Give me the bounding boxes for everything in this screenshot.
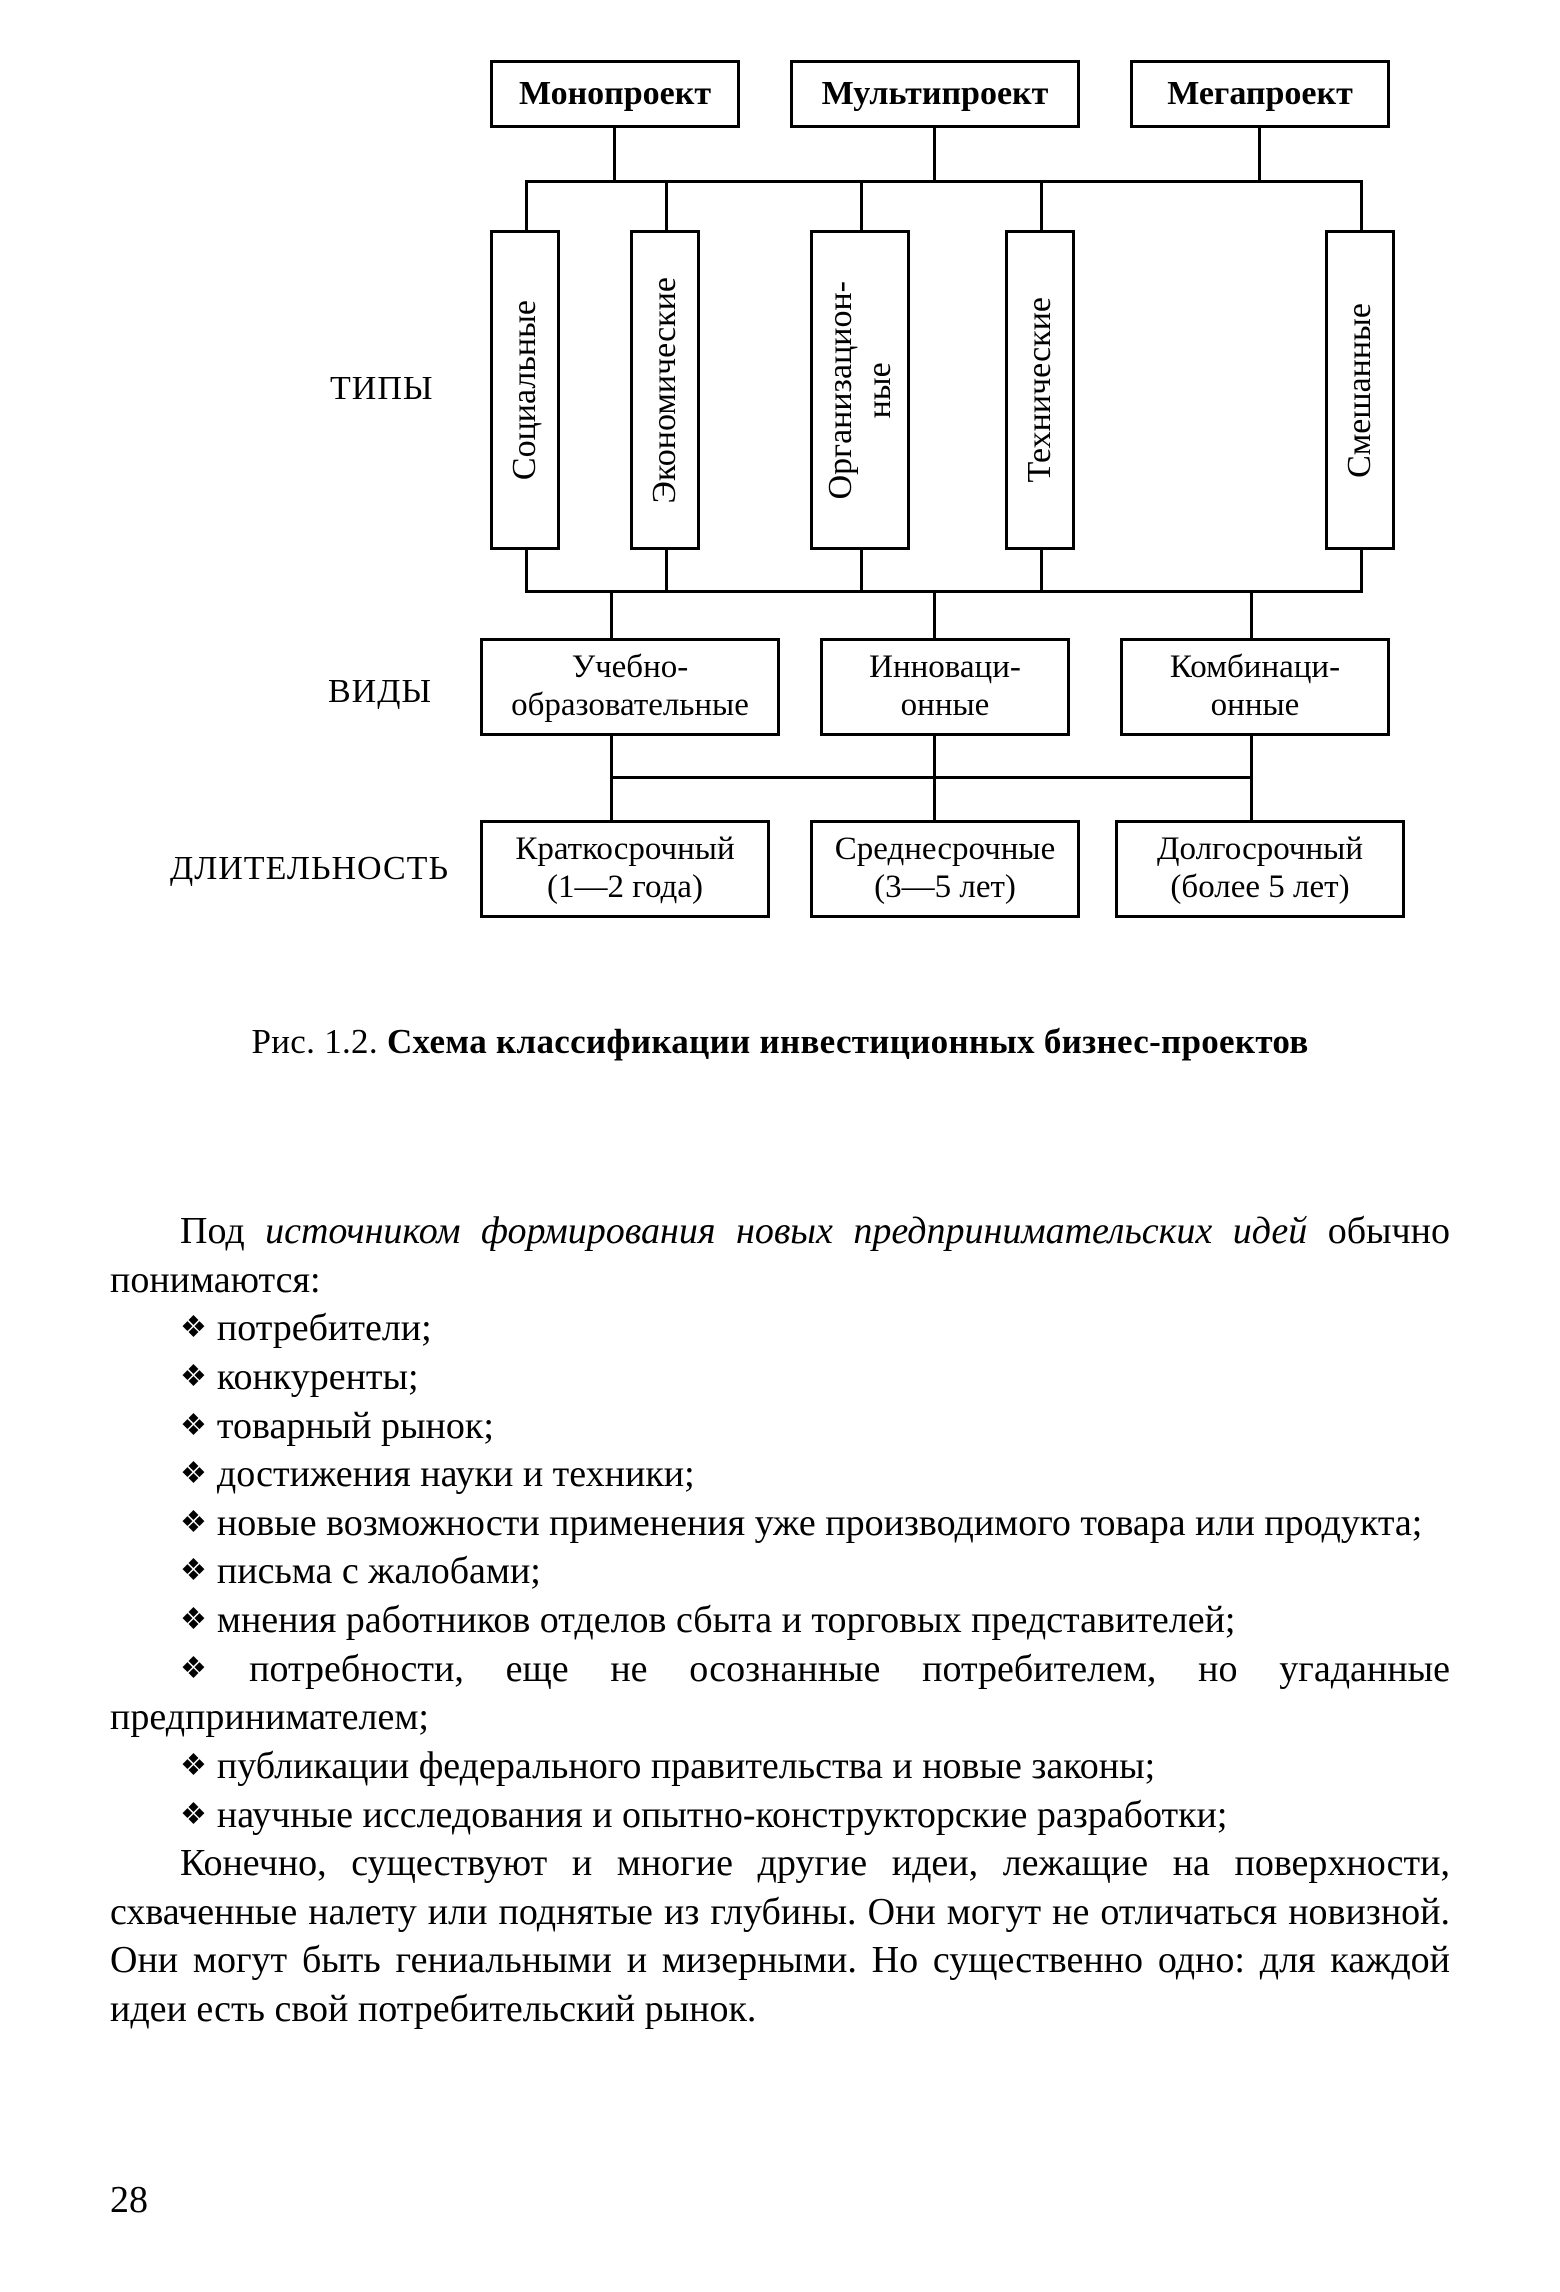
bullet-text: достижения науки и техники;	[217, 1453, 695, 1495]
intro-italic: источником формирования новых предприним…	[265, 1210, 1307, 1252]
box-social: Социальные	[490, 230, 560, 550]
bullet-item: ❖ достижения науки и техники;	[110, 1450, 1450, 1499]
bullet-text: письма с жалобами;	[217, 1550, 541, 1592]
closing-paragraph: Конечно, существуют и многие другие идеи…	[110, 1839, 1450, 2034]
intro-paragraph: Под источником формирования новых предпр…	[110, 1207, 1450, 1304]
box-technical: Технические	[1005, 230, 1075, 550]
bullet-text: конкуренты;	[217, 1356, 419, 1398]
connector	[933, 736, 936, 776]
bullet-text: мнения работников отделов сбыта и торгов…	[217, 1599, 1236, 1641]
diamond-bullet-icon: ❖	[180, 1798, 207, 1831]
connector	[1360, 550, 1363, 590]
connector	[860, 180, 863, 230]
box-medium-term: Среднесрочные (3—5 лет)	[810, 820, 1080, 918]
connector	[610, 590, 613, 638]
intro-lead: Под	[180, 1210, 265, 1252]
label-long-term: Долгосрочный (более 5 лет)	[1157, 831, 1363, 907]
label-short-term: Краткосрочный (1—2 года)	[515, 831, 734, 907]
connector	[525, 180, 1363, 183]
connector	[525, 550, 528, 590]
classification-diagram: ТИПЫ ВИДЫ ДЛИТЕЛЬНОСТЬ Монопроект Мульти…	[110, 60, 1450, 970]
box-mixed: Смешанные	[1325, 230, 1395, 550]
body-text: Под источником формирования новых предпр…	[110, 1207, 1450, 2034]
bullet-item: ❖ потребители;	[110, 1304, 1450, 1353]
page: ТИПЫ ВИДЫ ДЛИТЕЛЬНОСТЬ Монопроект Мульти…	[0, 0, 1560, 2292]
diamond-bullet-icon: ❖	[180, 1311, 207, 1344]
diamond-bullet-icon: ❖	[180, 1360, 207, 1393]
connector	[525, 590, 1363, 593]
row-label-duration: ДЛИТЕЛЬНОСТЬ	[170, 850, 449, 888]
row-label-types: ТИПЫ	[330, 370, 434, 408]
connector	[1250, 590, 1253, 638]
bullet-text: потребители;	[217, 1307, 432, 1349]
bullet-text: публикации федерального правительства и …	[217, 1745, 1155, 1787]
diamond-bullet-icon: ❖	[180, 1603, 207, 1636]
connector	[933, 590, 936, 638]
label-megaproject: Мегапроект	[1167, 74, 1353, 113]
connector	[860, 550, 863, 590]
bullet-item: ❖ письма с жалобами;	[110, 1547, 1450, 1596]
connector	[933, 128, 936, 180]
label-technical: Технические	[1020, 297, 1059, 482]
bullet-item: ❖ товарный рынок;	[110, 1402, 1450, 1451]
label-combination: Комбинаци- онные	[1170, 649, 1340, 725]
bullet-item: ❖ публикации федерального правительства и…	[110, 1742, 1450, 1791]
connector	[1250, 736, 1253, 776]
caption-prefix: Рис. 1.2.	[251, 1022, 386, 1061]
connector	[1040, 550, 1043, 590]
connector	[1250, 776, 1253, 820]
box-monoproject: Монопроект	[490, 60, 740, 128]
label-social: Социальные	[505, 300, 544, 480]
box-combination: Комбинаци- онные	[1120, 638, 1390, 736]
label-innovation: Инноваци- онные	[869, 649, 1021, 725]
row-label-kinds: ВИДЫ	[328, 673, 432, 711]
connector	[665, 550, 668, 590]
connector	[1258, 128, 1261, 180]
bullet-text: потребности, еще не осознанные потребите…	[110, 1648, 1450, 1739]
bullet-item: ❖ конкуренты;	[110, 1353, 1450, 1402]
box-multiproject: Мультипроект	[790, 60, 1080, 128]
connector	[933, 776, 936, 820]
connector	[613, 128, 616, 180]
box-organizational: Организацион- ные	[810, 230, 910, 550]
connector	[1360, 180, 1363, 230]
bullet-item: ❖потребности, еще не осознанные потребит…	[110, 1645, 1450, 1742]
label-education: Учебно- образовательные	[511, 649, 749, 725]
diamond-bullet-icon: ❖	[180, 1409, 207, 1442]
connector	[610, 776, 1253, 779]
label-medium-term: Среднесрочные (3—5 лет)	[835, 831, 1056, 907]
bullet-text: новые возможности применения уже произво…	[217, 1502, 1422, 1544]
label-monoproject: Монопроект	[519, 74, 711, 113]
connector	[1040, 180, 1043, 230]
page-number: 28	[110, 2178, 148, 2222]
label-mixed: Смешанные	[1340, 303, 1379, 478]
box-economic: Экономические	[630, 230, 700, 550]
bullet-item: ❖ мнения работников отделов сбыта и торго…	[110, 1596, 1450, 1645]
diamond-bullet-icon: ❖	[180, 1749, 207, 1782]
connector	[525, 180, 528, 230]
connector	[610, 776, 613, 820]
figure-caption: Рис. 1.2. Схема классификации инвестицио…	[110, 1022, 1450, 1062]
box-short-term: Краткосрочный (1—2 года)	[480, 820, 770, 918]
bullet-item: ❖ новые возможности применения уже произв…	[110, 1499, 1450, 1548]
box-education: Учебно- образовательные	[480, 638, 780, 736]
connector	[665, 180, 668, 230]
label-multiproject: Мультипроект	[822, 74, 1049, 113]
bullet-list: ❖ потребители; ❖ конкуренты; ❖ товарный рынок…	[110, 1304, 1450, 1839]
connector	[610, 736, 613, 776]
box-megaproject: Мегапроект	[1130, 60, 1390, 128]
box-innovation: Инноваци- онные	[820, 638, 1070, 736]
diamond-bullet-icon: ❖	[180, 1457, 207, 1490]
caption-title: Схема классификации инвестиционных бизне…	[387, 1022, 1309, 1061]
box-long-term: Долгосрочный (более 5 лет)	[1115, 820, 1405, 918]
bullet-text: научные исследования и опытно-конструкто…	[217, 1794, 1228, 1836]
bullet-text: товарный рынок;	[217, 1405, 494, 1447]
label-economic: Экономические	[645, 277, 684, 503]
diamond-bullet-icon: ❖	[180, 1554, 207, 1587]
diamond-bullet-icon: ❖	[180, 1652, 239, 1685]
bullet-item: ❖ научные исследования и опытно-конструкт…	[110, 1791, 1450, 1840]
label-organizational: Организацион- ные	[821, 281, 899, 499]
diamond-bullet-icon: ❖	[180, 1506, 207, 1539]
